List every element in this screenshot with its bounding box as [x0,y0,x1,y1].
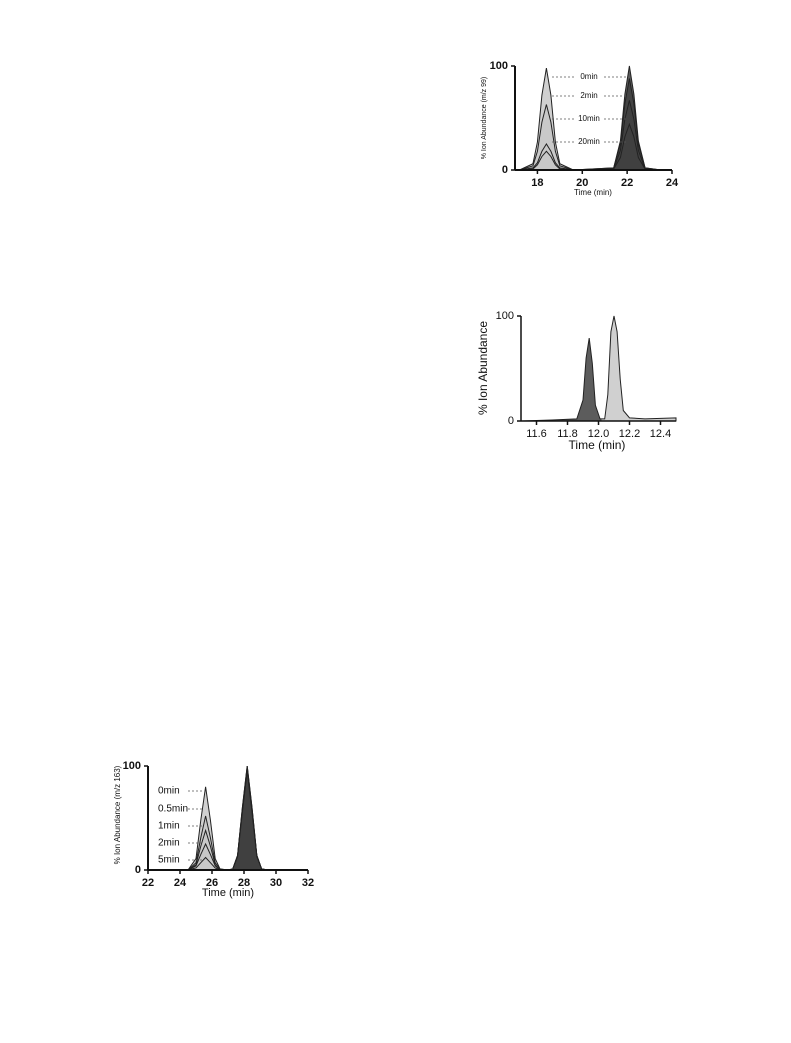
y-tick-label: 100 [496,310,514,322]
y-tick-label: 100 [490,60,508,72]
x-axis-label: Time (min) [569,438,626,452]
series-label: 1min [158,821,180,832]
y-axis-label: % Ion Abundance (m/z 163) [113,765,122,864]
trace [148,771,308,871]
series-label: 0min [580,72,597,81]
chart: 0 100 11.6 11.8 12.0 12.2 12.4 Time (min) % Ion … [476,310,677,452]
x-tick-label: 20 [576,177,588,189]
series-label: 2min [580,91,597,100]
y-tick-label: 100 [123,760,141,772]
series-label: 20min [578,137,600,146]
series-label: 0min [158,786,180,797]
series-label: 5min [158,855,180,866]
chart: 0 100 22 24 26 28 30 32 Time (min) % Ion Abundanc… [113,760,314,899]
trace [520,315,677,422]
chart: 0 100 18 20 22 24 Time (min) % Ion Abundance (m… [481,60,679,197]
x-tick-label: 26 [206,877,218,889]
y-tick-label: 0 [502,164,508,176]
series-label: 0.5min [158,804,188,815]
trace [519,122,672,171]
x-tick-label: 30 [270,877,282,889]
x-tick-label: 12.4 [650,428,671,440]
x-tick-label: 12.0 [588,428,609,440]
y-tick-label: 0 [508,415,514,427]
series-label: 10min [578,114,600,123]
x-axis-label: Time (min) [202,887,254,899]
y-axis-label: % Ion Abundance (m/z 99) [481,77,488,160]
x-tick-label: 28 [238,877,250,889]
y-axis-label: % Ion Abundance [476,321,490,415]
x-tick-label: 12.2 [619,428,640,440]
x-tick-label: 32 [302,877,314,889]
y-tick-label: 0 [135,864,141,876]
x-tick-label: 22 [621,177,633,189]
x-axis-label: Time (min) [574,188,612,197]
x-tick-label: 18 [531,177,543,189]
x-tick-label: 24 [666,177,679,189]
x-tick-label: 11.8 [557,428,578,440]
x-tick-label: 11.6 [526,428,547,440]
x-tick-label: 22 [142,877,154,889]
x-tick-label: 24 [174,877,187,889]
series-label: 2min [158,838,180,849]
